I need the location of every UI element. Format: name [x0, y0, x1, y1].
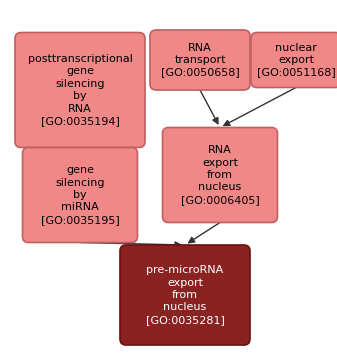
Text: RNA
export
from
nucleus
[GO:0006405]: RNA export from nucleus [GO:0006405]: [181, 145, 259, 205]
FancyBboxPatch shape: [15, 33, 145, 147]
FancyBboxPatch shape: [162, 127, 277, 223]
Text: pre-microRNA
export
from
nucleus
[GO:0035281]: pre-microRNA export from nucleus [GO:003…: [146, 265, 224, 325]
FancyBboxPatch shape: [23, 147, 137, 242]
Text: RNA
transport
[GO:0050658]: RNA transport [GO:0050658]: [161, 43, 239, 77]
FancyBboxPatch shape: [251, 33, 337, 87]
Text: nuclear
export
[GO:0051168]: nuclear export [GO:0051168]: [256, 43, 335, 77]
FancyBboxPatch shape: [150, 30, 250, 90]
FancyBboxPatch shape: [120, 245, 250, 345]
Text: posttranscriptional
gene
silencing
by
RNA
[GO:0035194]: posttranscriptional gene silencing by RN…: [28, 54, 132, 126]
Text: gene
silencing
by
miRNA
[GO:0035195]: gene silencing by miRNA [GO:0035195]: [41, 165, 119, 225]
